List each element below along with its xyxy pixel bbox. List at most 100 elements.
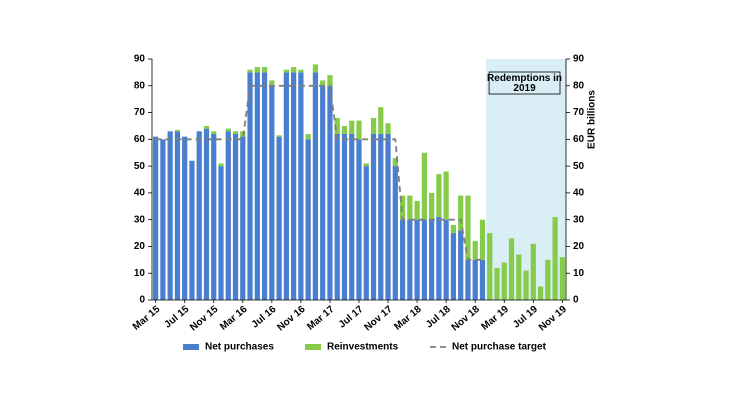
bar bbox=[472, 241, 478, 260]
bar bbox=[508, 238, 515, 300]
y2-tick-label: 50 bbox=[573, 161, 585, 172]
bar bbox=[327, 75, 333, 86]
annotation: Redemptions in 2019 bbox=[487, 73, 562, 94]
bar bbox=[261, 72, 268, 300]
legend-swatch bbox=[305, 344, 321, 350]
bar bbox=[276, 136, 282, 300]
bar bbox=[291, 72, 297, 300]
bar bbox=[385, 133, 391, 300]
bar bbox=[479, 259, 486, 300]
annotation-box bbox=[488, 71, 561, 95]
bar bbox=[225, 131, 231, 300]
bar bbox=[218, 163, 224, 167]
legend-label: Reinvestments bbox=[327, 342, 399, 353]
bar bbox=[232, 133, 239, 300]
bar bbox=[443, 171, 449, 220]
y-tick-label: 10 bbox=[134, 268, 146, 279]
bar bbox=[378, 107, 384, 134]
bar bbox=[399, 219, 406, 300]
bar bbox=[341, 125, 348, 134]
bar bbox=[458, 230, 464, 300]
bar bbox=[240, 136, 246, 300]
y2-axis-label: EUR billions bbox=[587, 90, 598, 149]
bar bbox=[407, 219, 413, 300]
bar bbox=[436, 216, 442, 300]
bar bbox=[276, 135, 282, 137]
bar bbox=[363, 163, 369, 167]
legend-label: Net purchases bbox=[205, 342, 274, 353]
bar bbox=[392, 166, 398, 300]
y2-tick-label: 20 bbox=[573, 241, 585, 252]
annotation-line: Redemptions in bbox=[487, 73, 562, 84]
bar bbox=[211, 131, 217, 134]
y2-tick-label: 90 bbox=[573, 54, 585, 65]
y2-tick-label: 70 bbox=[573, 107, 585, 118]
bar bbox=[225, 128, 231, 132]
bar bbox=[465, 259, 471, 300]
bar bbox=[458, 195, 464, 231]
bar bbox=[211, 133, 217, 300]
bar bbox=[334, 133, 340, 300]
bar bbox=[298, 72, 304, 300]
y2-tick-label: 80 bbox=[573, 80, 585, 91]
bar bbox=[312, 72, 319, 300]
annotation-line: 2019 bbox=[513, 83, 536, 94]
bar bbox=[349, 133, 355, 300]
y-tick-label: 0 bbox=[139, 295, 145, 306]
bar bbox=[203, 125, 210, 129]
bar bbox=[385, 123, 391, 134]
bar bbox=[378, 133, 384, 300]
y-tick-label: 80 bbox=[134, 80, 146, 91]
bar bbox=[450, 225, 457, 234]
legend-label: Net purchase target bbox=[452, 342, 547, 353]
bar bbox=[516, 254, 522, 300]
y-tick-label: 60 bbox=[134, 134, 146, 145]
bar bbox=[530, 243, 536, 300]
bar bbox=[174, 129, 181, 132]
bar bbox=[247, 72, 253, 300]
bar bbox=[341, 133, 348, 300]
bar bbox=[465, 195, 471, 260]
bar bbox=[261, 67, 268, 73]
bar bbox=[494, 267, 500, 300]
bar bbox=[356, 120, 362, 140]
target-line bbox=[155, 84, 483, 261]
bar bbox=[269, 85, 275, 301]
bar bbox=[269, 80, 275, 86]
bar bbox=[320, 85, 326, 301]
y2-tick-label: 30 bbox=[573, 214, 585, 225]
y2-tick-label: 40 bbox=[573, 188, 585, 199]
y-tick-label: 40 bbox=[134, 188, 146, 199]
bar bbox=[189, 160, 195, 300]
bar bbox=[254, 67, 260, 73]
bar bbox=[429, 192, 435, 220]
bar bbox=[312, 64, 319, 73]
bar bbox=[443, 219, 449, 300]
bar bbox=[450, 233, 457, 300]
bar bbox=[167, 131, 173, 300]
y-tick-label: 20 bbox=[134, 241, 146, 252]
y2-tick-label: 10 bbox=[573, 268, 585, 279]
bar bbox=[370, 117, 377, 134]
bar bbox=[247, 69, 253, 73]
bar bbox=[305, 139, 311, 300]
bar bbox=[414, 219, 420, 300]
bar bbox=[327, 85, 333, 301]
bar bbox=[334, 117, 340, 134]
bar bbox=[479, 219, 486, 260]
bar bbox=[291, 67, 297, 73]
bar bbox=[182, 136, 188, 300]
bar bbox=[349, 120, 355, 134]
bar bbox=[203, 128, 210, 300]
y-tick-label: 70 bbox=[134, 107, 146, 118]
bar bbox=[298, 69, 304, 73]
y2-tick-label: 60 bbox=[573, 134, 585, 145]
bar bbox=[392, 158, 398, 167]
bar bbox=[436, 174, 442, 217]
bar bbox=[421, 152, 427, 220]
bar bbox=[472, 259, 478, 300]
y-tick-label: 90 bbox=[134, 54, 146, 65]
bar bbox=[153, 136, 159, 300]
bar bbox=[399, 195, 406, 220]
